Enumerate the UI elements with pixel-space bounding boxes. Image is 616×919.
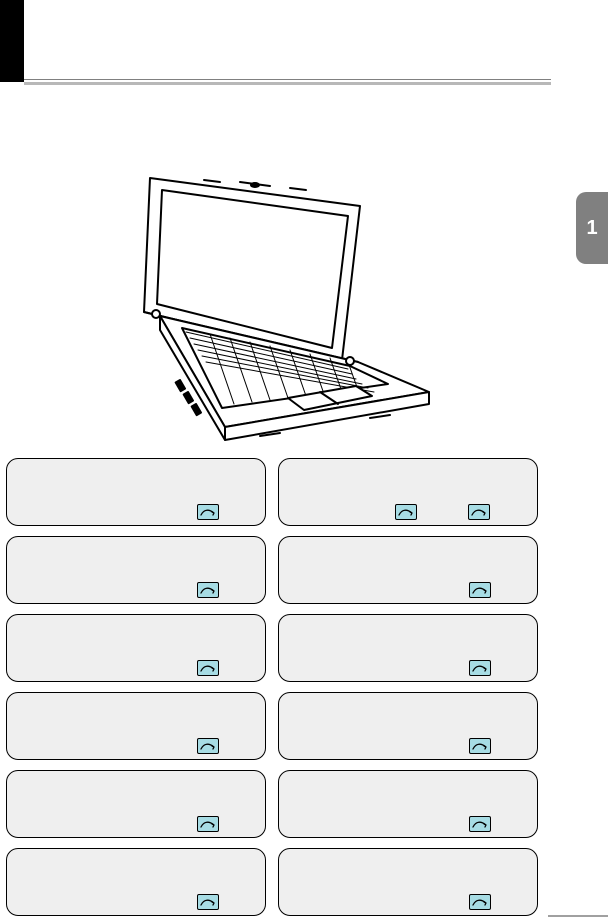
feature-cell: [6, 770, 266, 838]
grid-row: [6, 692, 538, 760]
feature-cell: [6, 458, 266, 526]
grid-row: [6, 536, 538, 604]
page-ref-icon: [468, 504, 490, 520]
grid-row: [6, 458, 538, 526]
page-ref-icon: [395, 504, 417, 520]
page-ref-icon: [197, 816, 219, 832]
feature-cell: [278, 848, 538, 916]
page-ref-icon: [469, 738, 491, 754]
laptop-illustration: [100, 160, 440, 450]
chapter-tab: 1: [576, 192, 608, 264]
grid-row: [6, 848, 538, 916]
header-underline: [24, 79, 551, 80]
page-ref-icon: [197, 660, 219, 676]
page-ref-icon: [197, 738, 219, 754]
page-ref-icon: [469, 582, 491, 598]
feature-grid: [6, 458, 538, 919]
page-ref-icon: [469, 894, 491, 910]
header-black-tab: [0, 0, 24, 82]
feature-cell: [278, 536, 538, 604]
feature-cell: [278, 692, 538, 760]
chapter-number: 1: [586, 217, 597, 240]
page-ref-icon: [197, 894, 219, 910]
page-ref-icon: [197, 582, 219, 598]
feature-cell: [6, 692, 266, 760]
header-box: [24, 0, 551, 85]
feature-cell: [278, 770, 538, 838]
feature-cell: [278, 614, 538, 682]
page-ref-icon: [469, 816, 491, 832]
page-ref-icon: [197, 504, 219, 520]
feature-cell: [6, 614, 266, 682]
feature-cell: [278, 458, 538, 526]
page: 1: [0, 0, 616, 919]
feature-cell: [6, 536, 266, 604]
grid-row: [6, 614, 538, 682]
footer-line: [548, 915, 608, 917]
page-ref-icon: [469, 660, 491, 676]
grid-row: [6, 770, 538, 838]
feature-cell: [6, 848, 266, 916]
